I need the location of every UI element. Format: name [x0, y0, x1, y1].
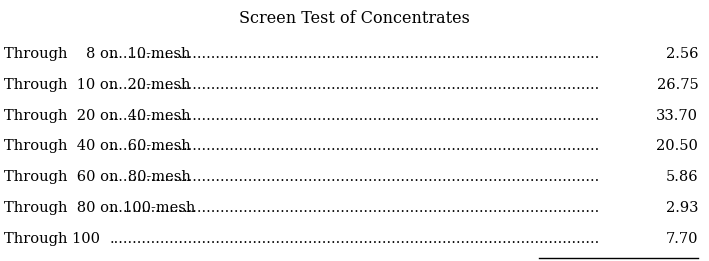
Text: Through  60 on  80-mesh: Through 60 on 80-mesh	[4, 170, 191, 184]
Text: 2.56: 2.56	[666, 47, 698, 61]
Text: ................................................................................: ........................................…	[109, 201, 600, 215]
Text: ................................................................................: ........................................…	[109, 47, 600, 61]
Text: 5.86: 5.86	[666, 170, 698, 184]
Text: 2.93: 2.93	[666, 201, 698, 215]
Text: Through    8 on  10-mesh: Through 8 on 10-mesh	[4, 47, 190, 61]
Text: Through 100: Through 100	[4, 232, 99, 246]
Text: Through  80 on 100-mesh: Through 80 on 100-mesh	[4, 201, 195, 215]
Text: Through  10 on  20-mesh: Through 10 on 20-mesh	[4, 78, 190, 92]
Text: 26.75: 26.75	[657, 78, 698, 92]
Text: 33.70: 33.70	[657, 109, 698, 123]
Text: Through  20 on  40-mesh: Through 20 on 40-mesh	[4, 109, 190, 123]
Text: ................................................................................: ........................................…	[109, 170, 600, 184]
Text: 7.70: 7.70	[666, 232, 698, 246]
Text: ................................................................................: ........................................…	[109, 139, 600, 153]
Text: Through  40 on  60-mesh: Through 40 on 60-mesh	[4, 139, 190, 153]
Text: ................................................................................: ........................................…	[109, 78, 600, 92]
Text: ................................................................................: ........................................…	[109, 232, 600, 246]
Text: ................................................................................: ........................................…	[109, 109, 600, 123]
Text: 20.50: 20.50	[657, 139, 698, 153]
Text: Screen Test of Concentrates: Screen Test of Concentrates	[239, 10, 470, 27]
